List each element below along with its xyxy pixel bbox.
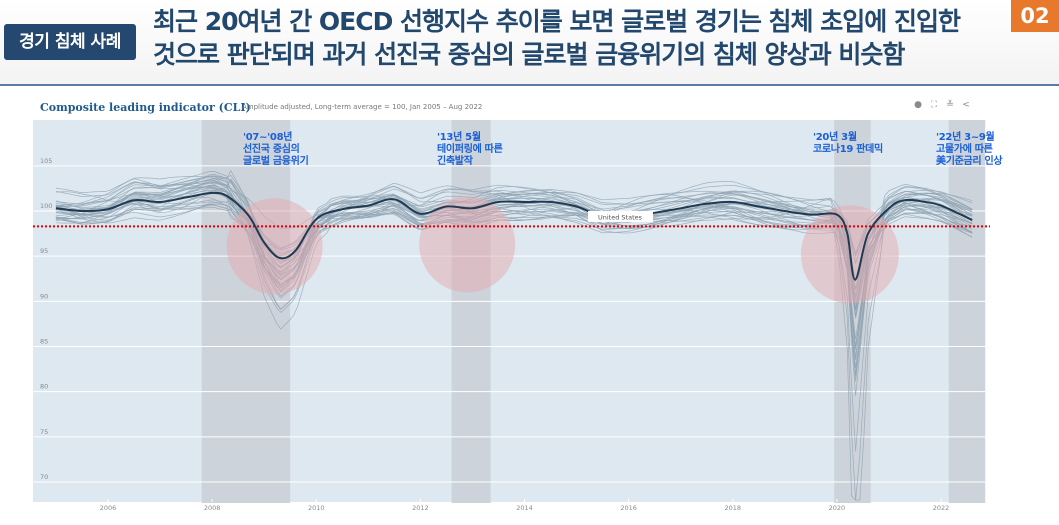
annotation-gfc: '07~'08년 선진국 중심의 글로벌 금융위기 <box>243 132 309 168</box>
series-label: United States <box>598 214 643 222</box>
highlight-circle <box>419 196 516 293</box>
y-tick-label: 75 <box>40 428 48 436</box>
header-divider <box>0 84 1059 86</box>
annotation-line: '07~'08년 <box>243 132 293 143</box>
y-tick-label: 85 <box>40 338 48 346</box>
highlight-circle <box>226 198 323 295</box>
country-line <box>55 175 973 396</box>
chart-toolbar: ● ⛶ ≚ < <box>913 100 971 110</box>
annotation-covid: '20년 3월 코로나19 판데믹 <box>813 132 883 156</box>
annotation-line: '13년 5월 <box>437 132 481 143</box>
annotation-line: 테이퍼링에 따른 <box>437 144 503 155</box>
x-tick-label: 2022 <box>933 504 950 512</box>
country-line <box>55 181 973 268</box>
page-title-line-1: 최근 20여년 간 OECD 선행지수 추이를 보면 글로벌 경기는 침체 초입… <box>153 7 961 36</box>
annotation-line: 美기준금리 인상 <box>936 156 1003 167</box>
annotation-line: 코로나19 판데믹 <box>813 144 883 155</box>
y-tick-label: 70 <box>40 473 48 481</box>
x-tick-label: 2020 <box>829 504 846 512</box>
annotation-line: '22년 3~9월 <box>936 132 995 143</box>
annotation-line: '20년 3월 <box>813 132 857 143</box>
y-tick-label: 90 <box>40 292 48 300</box>
page-number: 02 <box>1011 0 1059 32</box>
country-line <box>55 182 973 260</box>
shaded-period <box>948 120 986 503</box>
x-tick-label: 2006 <box>100 504 117 512</box>
y-tick-label: 80 <box>40 383 48 391</box>
annotation-line: 선진국 중심의 <box>243 144 300 155</box>
page-title: 최근 20여년 간 OECD 선행지수 추이를 보면 글로벌 경기는 침체 초입… <box>153 5 1013 71</box>
annotation-line: 고물가에 따른 <box>936 144 993 155</box>
fullscreen-icon[interactable]: ⛶ <box>930 100 938 110</box>
x-tick-label: 2012 <box>412 504 429 512</box>
x-tick-label: 2018 <box>724 504 741 512</box>
annotation-line: 긴축발작 <box>437 156 473 167</box>
country-line <box>55 178 973 269</box>
x-tick-label: 2014 <box>516 504 533 512</box>
country-line <box>55 174 973 297</box>
chart-subtitle: Amplitude adjusted, Long-term average = … <box>242 103 483 111</box>
series-label-box <box>588 211 653 222</box>
x-tick-label: 2010 <box>308 504 325 512</box>
share-icon[interactable]: < <box>962 100 970 110</box>
country-line <box>55 190 973 382</box>
annotation-line: 글로벌 금융위기 <box>243 156 309 167</box>
shaded-period <box>451 120 491 503</box>
y-tick-label: 100 <box>40 202 52 210</box>
country-line <box>55 171 973 346</box>
chart-title: Composite leading indicator (CLI) <box>40 101 251 114</box>
slide-header <box>0 0 1059 84</box>
download-icon[interactable]: ≚ <box>946 100 954 110</box>
us-series-line <box>55 191 973 281</box>
annotation-rate-hike: '22년 3~9월 고물가에 따른 美기준금리 인상 <box>936 132 1003 168</box>
country-line <box>55 178 973 304</box>
page-title-line-2: 것으로 판단되며 과거 선진국 중심의 글로벌 금융위기의 침체 양상과 비슷함 <box>153 40 905 69</box>
y-tick-label: 95 <box>40 247 48 255</box>
annotation-taper-tantrum: '13년 5월 테이퍼링에 따른 긴축발작 <box>437 132 503 168</box>
info-icon[interactable]: ● <box>914 100 922 110</box>
x-tick-label: 2008 <box>204 504 221 512</box>
shaded-period <box>201 120 291 503</box>
y-tick-label: 105 <box>40 157 52 165</box>
x-tick-label: 2016 <box>620 504 637 512</box>
section-badge: 경기 침체 사례 <box>4 24 136 60</box>
